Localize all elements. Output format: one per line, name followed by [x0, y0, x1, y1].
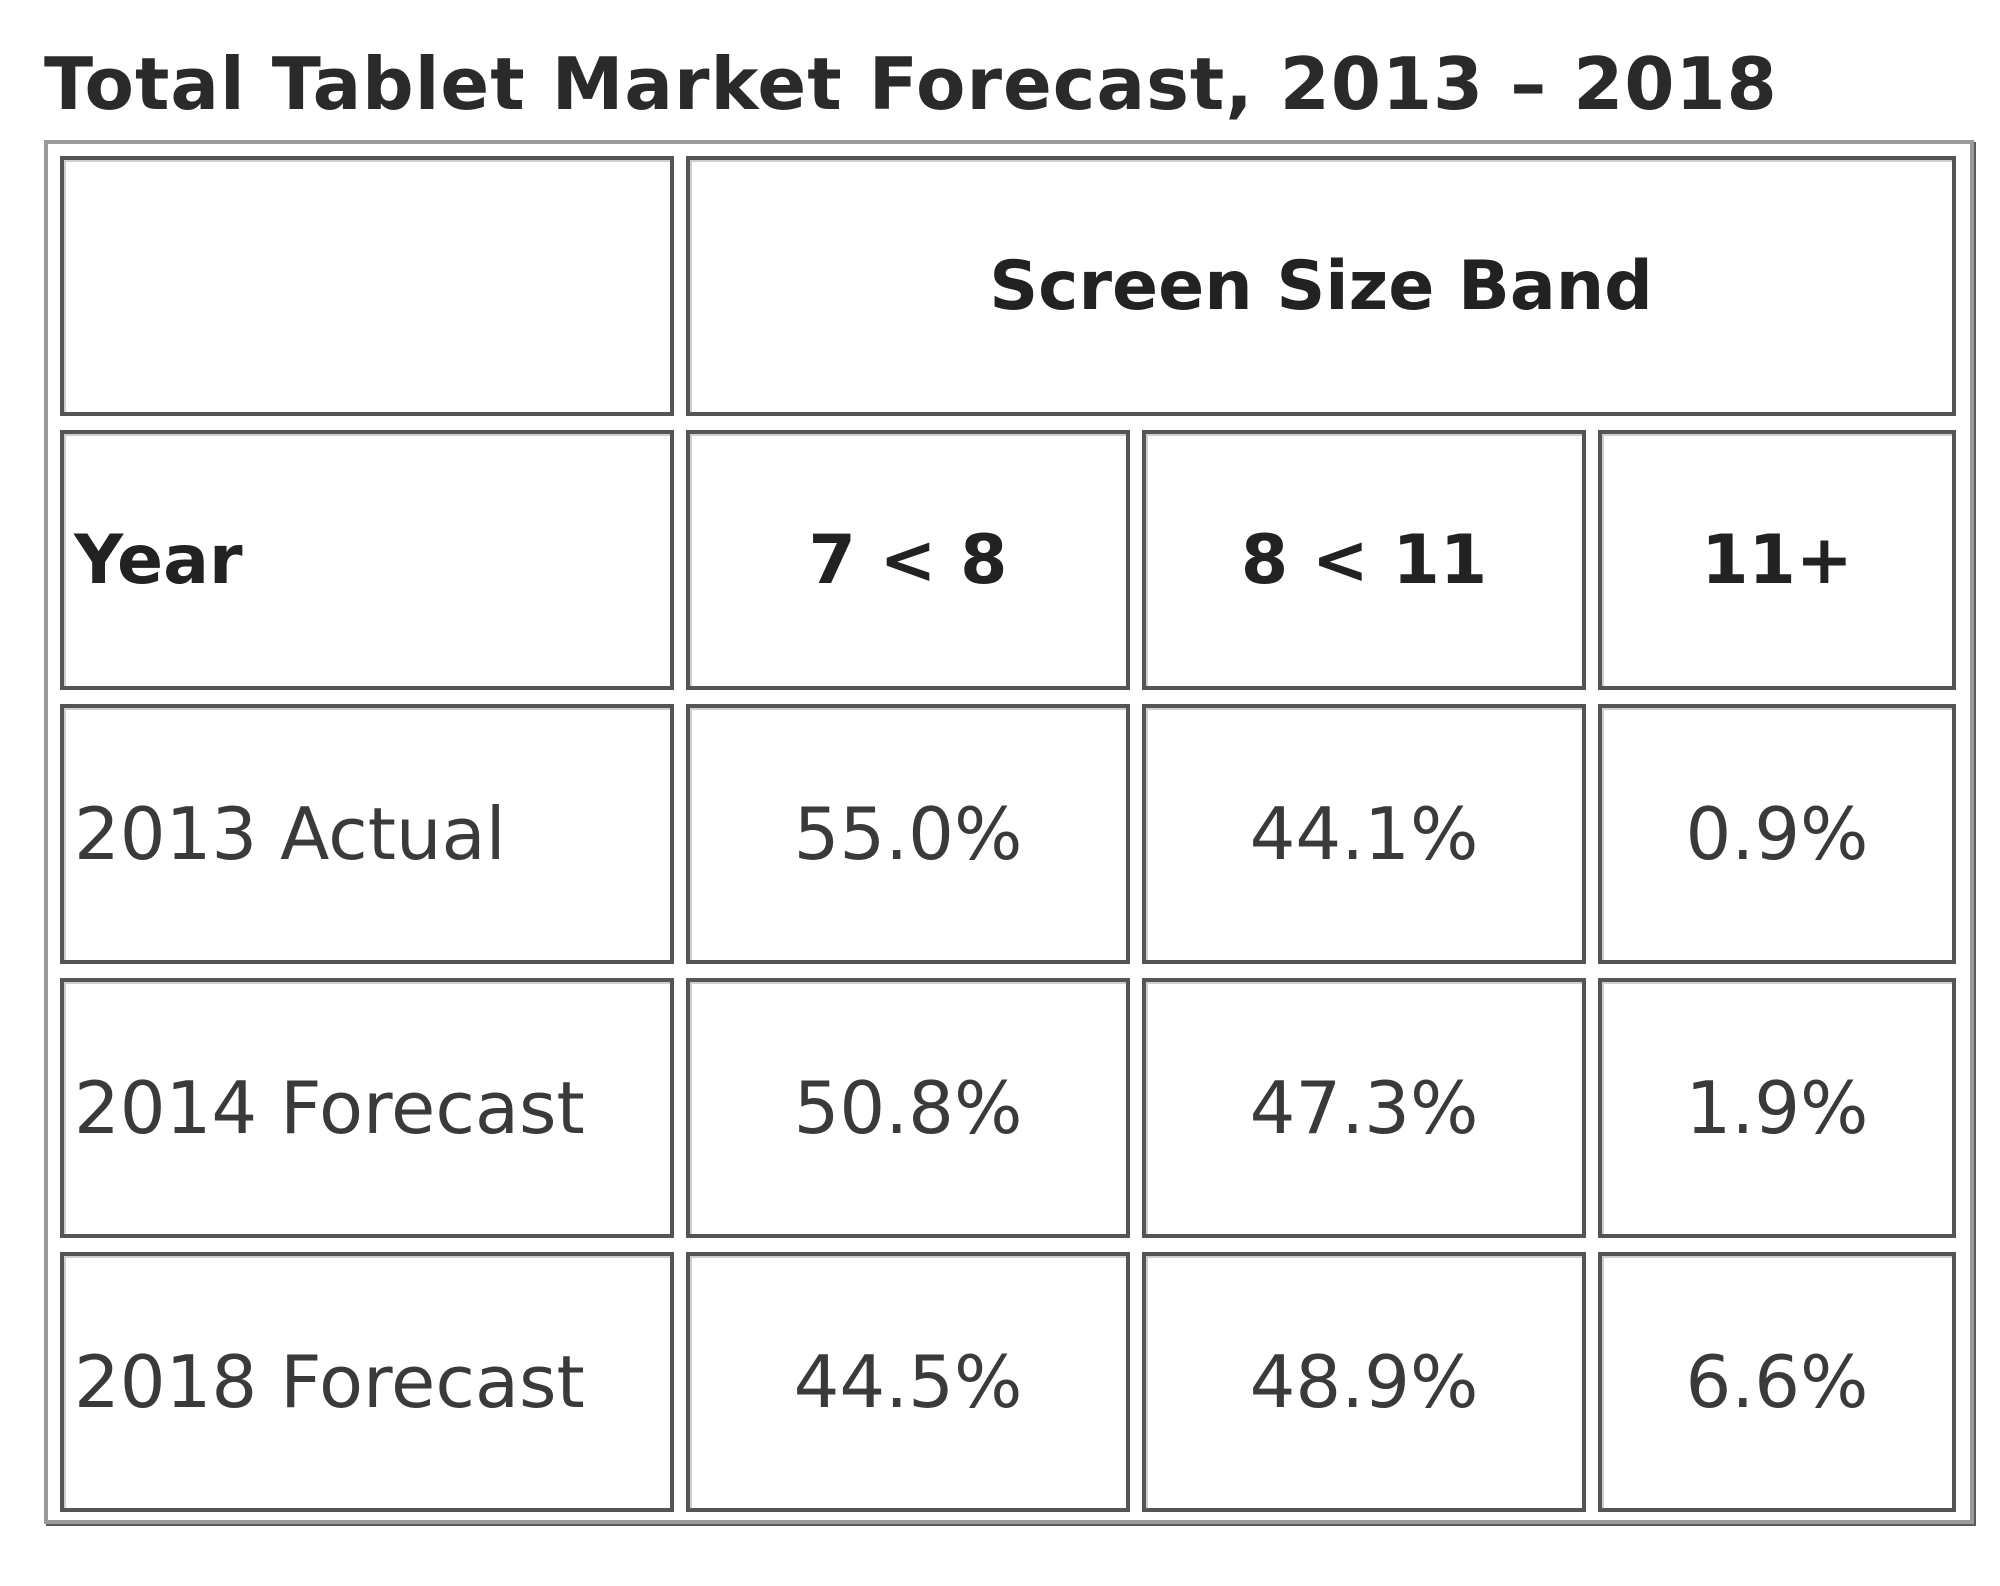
column-header: 11+ [1598, 430, 1956, 690]
column-header: 8 < 11 [1142, 430, 1586, 690]
table-cell: 44.5% [686, 1252, 1130, 1512]
row-label: 2013 Actual [60, 704, 674, 964]
table-cell: 50.8% [686, 978, 1130, 1238]
row-label: 2014 Forecast [60, 978, 674, 1238]
row-label: 2018 Forecast [60, 1252, 674, 1512]
table-cell: 55.0% [686, 704, 1130, 964]
screen-size-band-header: Screen Size Band [686, 156, 1956, 416]
table-cell: 48.9% [1142, 1252, 1586, 1512]
table-cell: 44.1% [1142, 704, 1586, 964]
column-header: 7 < 8 [686, 430, 1130, 690]
table-title: Total Tablet Market Forecast, 2013 – 201… [44, 42, 1778, 126]
empty-corner-cell [60, 156, 674, 416]
table-cell: 47.3% [1142, 978, 1586, 1238]
table-cell: 0.9% [1598, 704, 1956, 964]
table-cell: 6.6% [1598, 1252, 1956, 1512]
table-cell: 1.9% [1598, 978, 1956, 1238]
year-header: Year [60, 430, 674, 690]
forecast-table: Screen Size Band Year 7 < 8 8 < 11 11+ 2… [44, 140, 1974, 1524]
